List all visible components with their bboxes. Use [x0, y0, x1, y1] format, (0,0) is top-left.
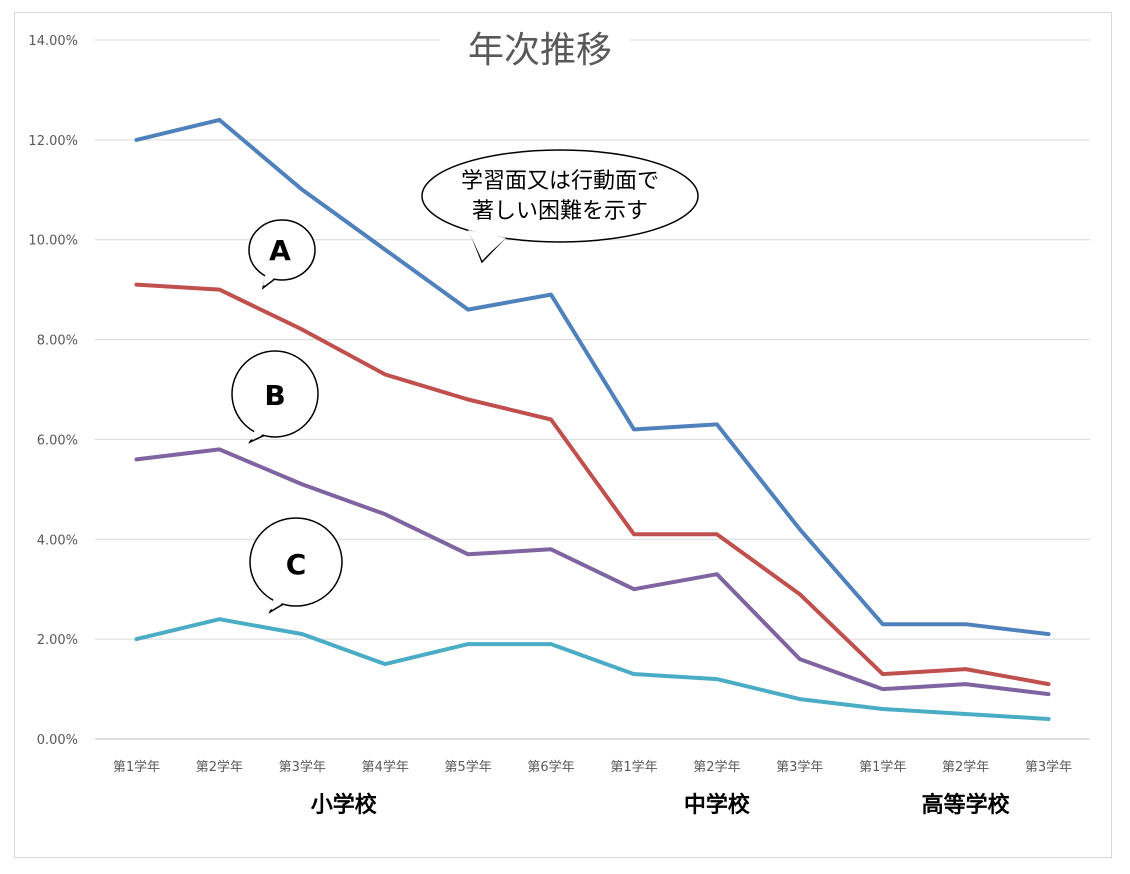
- x-tick-label: 第4学年: [362, 759, 409, 775]
- callout-b: B: [231, 350, 319, 444]
- x-tick-label: 第2学年: [942, 759, 989, 775]
- y-tick-label: 12.00%: [28, 134, 78, 149]
- x-tick-label: 第3学年: [279, 759, 326, 775]
- callout-a: A: [248, 219, 316, 290]
- y-tick-label: 10.00%: [28, 234, 78, 249]
- title-background: [440, 18, 630, 70]
- label-b: B: [264, 379, 285, 412]
- y-tick-label: 14.00%: [28, 34, 78, 49]
- y-tick-label: 0.00%: [37, 733, 78, 748]
- x-tick-label: 第3学年: [1025, 759, 1072, 775]
- chart-title: 年次推移: [468, 30, 612, 71]
- label-a: A: [269, 234, 291, 267]
- x-axis-groups: 小学校 中学校 高等学校: [311, 792, 1011, 818]
- series-line-3: [134, 447, 1051, 697]
- x-tick-label: 第2学年: [196, 759, 243, 775]
- series-line-4: [134, 617, 1051, 721]
- y-tick-label: 4.00%: [37, 533, 78, 548]
- x-tick-label: 第1学年: [113, 759, 160, 775]
- x-tick-label: 第5学年: [444, 759, 491, 775]
- x-tick-label: 第2学年: [693, 759, 740, 775]
- y-axis-ticks: 0.00% 2.00% 4.00% 6.00% 8.00% 10.00% 12.00% 14.…: [28, 34, 78, 748]
- x-group-label: 小学校: [311, 792, 378, 818]
- note-line-2: 著しい困難を示す: [472, 199, 648, 224]
- x-tick-label: 第3学年: [776, 759, 823, 775]
- x-group-label: 高等学校: [922, 792, 1011, 818]
- y-tick-label: 6.00%: [37, 433, 78, 448]
- series-lines: [134, 117, 1051, 721]
- x-tick-label: 第1学年: [610, 759, 657, 775]
- note-callout: 学習面又は行動面で 著しい困難を示す: [421, 149, 699, 264]
- y-tick-label: 2.00%: [37, 633, 78, 648]
- x-tick-label: 第6学年: [527, 759, 574, 775]
- x-group-label: 中学校: [684, 792, 751, 818]
- x-axis-ticks: 第1学年 第2学年 第3学年 第4学年 第5学年 第6学年 第1学年 第2学年 第3学年 第1学年…: [113, 759, 1072, 775]
- note-line-1: 学習面又は行動面で: [461, 169, 659, 194]
- callout-c: C: [249, 517, 343, 614]
- label-c: C: [286, 548, 307, 581]
- y-tick-label: 8.00%: [37, 334, 78, 349]
- series-line-2: [134, 282, 1051, 687]
- x-tick-label: 第1学年: [859, 759, 906, 775]
- series-line-1: [134, 117, 1051, 637]
